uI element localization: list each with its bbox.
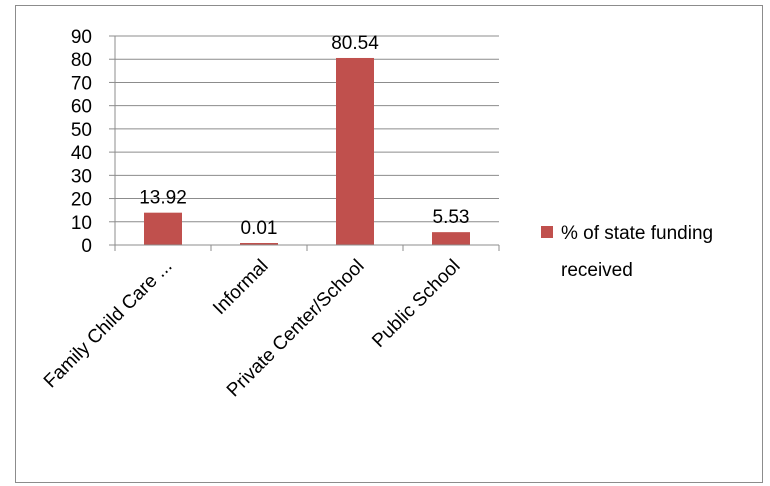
bar: [144, 212, 182, 245]
bar: [336, 57, 374, 245]
x-category-label: Public School: [368, 256, 464, 352]
y-tick-label: 50: [71, 120, 92, 141]
chart-area: [15, 5, 763, 483]
bar: [432, 232, 470, 245]
data-label: 80.54: [331, 33, 379, 54]
y-tick-label: 10: [71, 213, 92, 234]
legend: % of state funding received: [541, 223, 713, 281]
y-tick-label: 40: [71, 143, 92, 164]
y-tick-label: 60: [71, 97, 92, 118]
legend-label-line-1: % of state funding: [561, 223, 713, 244]
y-tick-label: 0: [81, 236, 92, 257]
x-category-label: Family Child Care ...: [40, 256, 177, 393]
legend-swatch: [541, 226, 553, 238]
x-category-label: Informal: [209, 256, 272, 319]
bars: [144, 57, 470, 245]
data-label: 13.92: [139, 188, 187, 209]
y-tick-label: 80: [71, 50, 92, 71]
axes: [109, 35, 500, 251]
data-label: 0.01: [241, 218, 278, 239]
y-tick-label: 90: [71, 27, 92, 48]
data-label: 5.53: [433, 207, 470, 228]
y-tick-label: 20: [71, 190, 92, 211]
y-tick-label: 70: [71, 73, 92, 94]
legend-label-line-2: received: [561, 260, 633, 281]
y-tick-label: 30: [71, 166, 92, 187]
bar: [240, 243, 278, 245]
data-labels: 13.92 0.01 80.54 5.53: [139, 33, 469, 239]
